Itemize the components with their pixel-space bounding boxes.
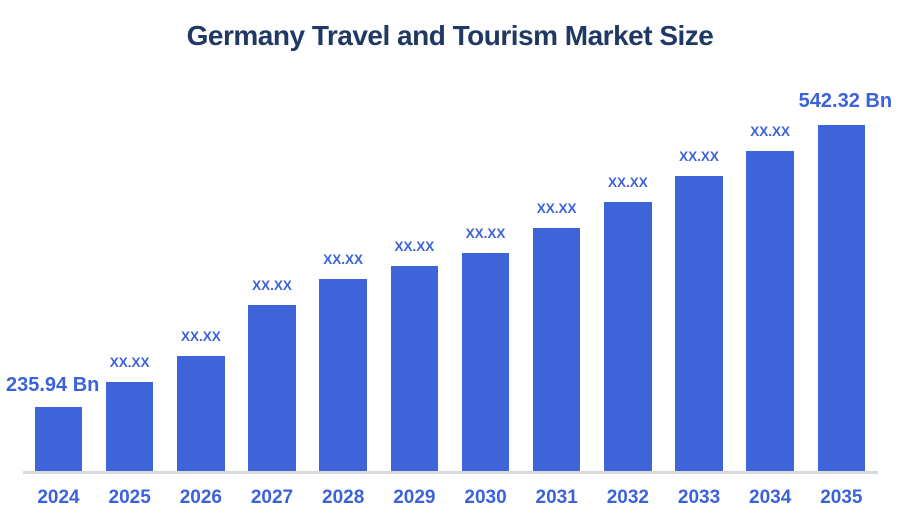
- bar-2034: [746, 151, 794, 471]
- bar-value-label-2027: XX.XX: [252, 278, 292, 293]
- x-axis-label-2029: 2029: [393, 487, 436, 508]
- bar-2035: [817, 125, 866, 471]
- bar-value-label-2035: 542.32 Bn: [798, 90, 893, 112]
- bar-2027: [248, 305, 296, 471]
- bar-2032: [604, 202, 652, 471]
- bar-2025: [105, 382, 154, 471]
- x-axis-label-2025: 2025: [108, 487, 151, 508]
- x-axis-label-2026: 2026: [179, 487, 222, 508]
- bar-value-label-2026: XX.XX: [180, 329, 221, 344]
- bar-value-label-2028: XX.XX: [323, 252, 364, 267]
- bar-value-label-2033: XX.XX: [679, 149, 719, 164]
- bar-2026: [177, 356, 225, 471]
- x-axis-label-2034: 2034: [749, 487, 792, 508]
- bar-2031: [532, 228, 581, 471]
- bar-2024: [34, 407, 83, 471]
- bar-2030: [461, 253, 510, 471]
- x-axis-line: [23, 471, 878, 474]
- x-axis-label-2028: 2028: [322, 487, 365, 508]
- x-axis-label-2027: 2027: [250, 487, 294, 508]
- x-axis-label-2031: 2031: [535, 487, 578, 508]
- bar-2028: [319, 279, 367, 471]
- x-axis-label-2030: 2030: [464, 487, 507, 508]
- x-axis-label-2032: 2032: [606, 487, 649, 508]
- chart-title: Germany Travel and Tourism Market Size: [186, 20, 714, 51]
- bar-2029: [390, 266, 439, 471]
- bar-value-label-2031: XX.XX: [536, 201, 577, 216]
- bar-value-label-2029: XX.XX: [394, 239, 435, 254]
- x-axis-label-2033: 2033: [677, 487, 721, 508]
- x-axis-label-2024: 2024: [37, 487, 80, 508]
- bar-value-label-2024: 235.94 Bn: [6, 374, 100, 396]
- x-axis-label-2035: 2035: [820, 487, 863, 508]
- bar-value-label-2032: XX.XX: [607, 175, 648, 190]
- bar-2033: [675, 176, 723, 471]
- bar-value-label-2030: XX.XX: [465, 226, 506, 241]
- bar-value-label-2034: XX.XX: [750, 124, 791, 139]
- bar-value-label-2025: XX.XX: [109, 355, 150, 370]
